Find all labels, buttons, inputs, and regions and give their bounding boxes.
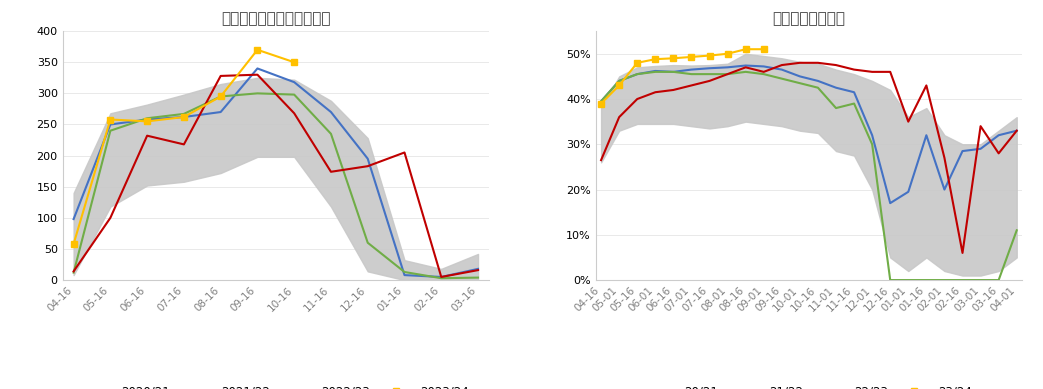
Legend: 20/21, 21/22, 22/23, 23/24: 20/21, 21/22, 22/23, 23/24 [640,380,977,389]
Title: 南巴西双周制糖比: 南巴西双周制糖比 [773,11,846,26]
Title: 巴西双周食糖产量（万吨）: 巴西双周食糖产量（万吨） [221,11,331,26]
Legend: 2020/21, 2021/22, 2022/23, 2023/24: 2020/21, 2021/22, 2022/23, 2023/24 [78,380,474,389]
